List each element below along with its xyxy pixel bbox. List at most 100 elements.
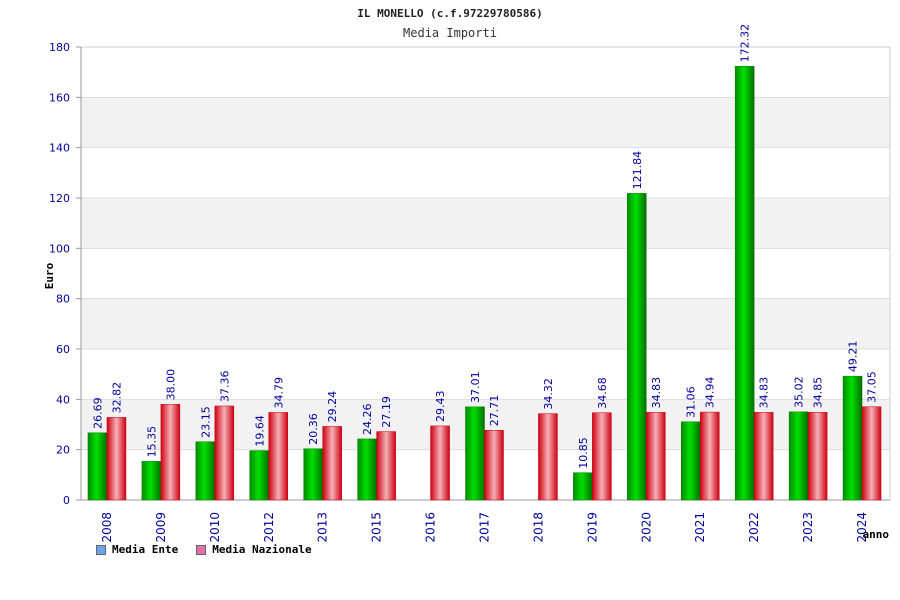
x-tick-label: 2020 bbox=[639, 512, 653, 543]
bar-ente bbox=[249, 450, 270, 501]
data-label: 23.15 bbox=[199, 406, 212, 438]
y-tick-label: 160 bbox=[49, 91, 70, 104]
data-label: 37.05 bbox=[866, 371, 879, 403]
grid-band bbox=[81, 147, 890, 198]
bar-ente bbox=[627, 193, 647, 501]
data-label: 35.02 bbox=[793, 376, 806, 408]
bar-nazionale bbox=[753, 412, 774, 501]
grid-band bbox=[81, 298, 890, 349]
bar-ente bbox=[357, 438, 377, 501]
y-tick-label: 80 bbox=[56, 293, 70, 306]
bar-nazionale bbox=[699, 411, 720, 501]
data-label: 29.43 bbox=[434, 390, 447, 422]
bar-nazionale bbox=[538, 413, 558, 501]
data-label: 34.85 bbox=[812, 377, 825, 409]
data-label: 34.32 bbox=[542, 378, 555, 410]
bars bbox=[87, 66, 882, 501]
x-tick-label: 2019 bbox=[585, 512, 599, 543]
data-label: 27.19 bbox=[380, 396, 393, 428]
y-tick-label: 120 bbox=[49, 192, 70, 205]
y-tick-label: 140 bbox=[49, 142, 70, 155]
grid-band bbox=[81, 198, 890, 249]
data-label: 172.32 bbox=[739, 24, 752, 63]
bar-nazionale bbox=[484, 430, 504, 501]
legend-item-ente: Media Ente bbox=[96, 543, 178, 556]
bar-ente bbox=[788, 411, 809, 501]
x-tick-label: 2024 bbox=[855, 512, 869, 543]
data-label: 19.64 bbox=[253, 415, 266, 447]
y-tick-label: 40 bbox=[56, 393, 70, 406]
data-label: 34.79 bbox=[272, 377, 285, 409]
x-tick-label: 2017 bbox=[478, 512, 492, 543]
legend: Media Ente Media Nazionale bbox=[96, 543, 312, 556]
bar-ente bbox=[303, 448, 323, 501]
x-tick-label: 2022 bbox=[747, 512, 761, 543]
data-labels: 26.69 32.82 15.35 38.00 23.15 37.36 19.64 34.79… bbox=[91, 24, 878, 469]
data-label: 34.83 bbox=[650, 377, 663, 409]
data-label: 31.06 bbox=[685, 386, 698, 418]
y-tick-label: 20 bbox=[56, 444, 70, 457]
x-tick-label: 2023 bbox=[801, 512, 815, 543]
bar-ente bbox=[465, 406, 485, 501]
data-label: 24.26 bbox=[361, 403, 374, 435]
bar-nazionale bbox=[322, 426, 342, 501]
data-label: 37.36 bbox=[218, 370, 231, 401]
data-label: 49.21 bbox=[847, 341, 860, 373]
data-label: 15.35 bbox=[145, 426, 158, 458]
y-axis-label: Euro bbox=[43, 262, 56, 289]
data-label: 37.01 bbox=[469, 371, 482, 403]
x-tick-label: 2016 bbox=[424, 512, 438, 543]
bar-ente bbox=[141, 461, 162, 501]
x-tick-label: 2015 bbox=[370, 512, 384, 543]
bar-nazionale bbox=[430, 425, 450, 501]
grid-band bbox=[81, 47, 890, 98]
bar-ente bbox=[734, 66, 755, 501]
chart-subtitle: Media Importi bbox=[403, 26, 497, 40]
bar-nazionale bbox=[376, 431, 396, 501]
legend-swatch-nazionale bbox=[196, 544, 207, 555]
x-tick-label: 2008 bbox=[100, 512, 114, 543]
data-label: 32.82 bbox=[110, 382, 123, 414]
data-label: 38.00 bbox=[164, 369, 177, 401]
data-label: 34.68 bbox=[596, 377, 609, 409]
data-label: 121.84 bbox=[631, 151, 644, 190]
grid-band bbox=[81, 97, 890, 148]
y-tick-labels: 0 20 40 60 80 100 120 140 160 180 bbox=[49, 41, 70, 507]
x-tick-labels: 2008 2009 2010 2012 2013 2015 2016 2017 2018 2019… bbox=[100, 512, 869, 543]
y-tick-label: 0 bbox=[63, 494, 70, 507]
chart-title: IL MONELLO (c.f.97229780586) bbox=[357, 7, 543, 20]
bar-nazionale bbox=[214, 405, 235, 501]
data-label: 29.24 bbox=[326, 391, 339, 423]
bar-ente bbox=[680, 421, 701, 501]
legend-swatch-ente bbox=[96, 544, 106, 555]
x-tick-label: 2010 bbox=[208, 512, 222, 543]
grid-band bbox=[81, 248, 890, 299]
x-tick-label: 2009 bbox=[154, 512, 168, 543]
legend-item-nazionale: Media Nazionale bbox=[196, 543, 312, 556]
data-label: 34.83 bbox=[758, 377, 771, 409]
data-label: 34.94 bbox=[704, 377, 717, 409]
y-tick-label: 100 bbox=[49, 242, 70, 255]
x-axis-label: anno bbox=[863, 528, 890, 541]
legend-label-nazionale: Media Nazionale bbox=[212, 543, 312, 556]
data-label: 10.85 bbox=[577, 437, 590, 469]
y-tick-label: 180 bbox=[49, 41, 70, 54]
bar-nazionale bbox=[268, 412, 289, 501]
data-label: 27.71 bbox=[488, 395, 501, 427]
y-tick-label: 60 bbox=[56, 343, 70, 356]
bar-nazionale bbox=[160, 404, 181, 501]
bar-nazionale bbox=[592, 412, 612, 501]
data-label: 26.69 bbox=[91, 397, 104, 429]
x-tick-label: 2013 bbox=[316, 512, 330, 543]
bar-nazionale bbox=[807, 412, 828, 501]
data-label: 20.36 bbox=[307, 413, 320, 445]
bar-nazionale bbox=[646, 412, 666, 501]
bar-ente bbox=[195, 441, 216, 501]
x-tick-label: 2012 bbox=[262, 512, 276, 543]
bar-ente bbox=[87, 432, 108, 501]
bar-ente bbox=[842, 375, 863, 501]
legend-label-ente: Media Ente bbox=[112, 543, 179, 556]
bar-nazionale bbox=[861, 406, 882, 501]
x-tick-label: 2021 bbox=[693, 512, 707, 543]
